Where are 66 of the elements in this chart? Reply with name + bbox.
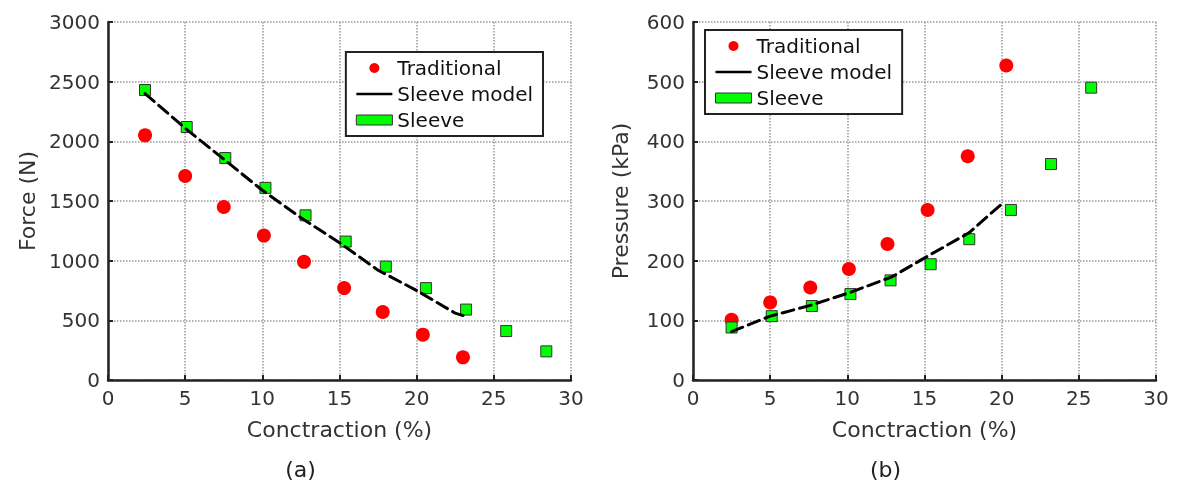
point: [500, 325, 513, 338]
x-tick-label: 25: [1066, 386, 1092, 410]
legend-label: Sleeve model: [756, 60, 893, 84]
x-tick-label: 15: [326, 386, 353, 410]
point: [1085, 81, 1098, 94]
point: [256, 228, 271, 243]
y-tick-label: 600: [646, 10, 685, 34]
y-tick-label: 400: [646, 129, 685, 154]
point: [924, 258, 937, 271]
point: [339, 235, 352, 248]
y-tick-label: 3000: [49, 10, 100, 34]
point: [880, 236, 895, 251]
point: [297, 254, 311, 269]
point: [1045, 158, 1058, 171]
y-tick-label: 100: [646, 308, 685, 333]
point: [540, 345, 553, 358]
x-tick-label: 5: [178, 386, 192, 410]
legend-label: Sleeve: [397, 108, 465, 132]
point: [960, 149, 975, 164]
y-tick-label: 1000: [49, 248, 100, 273]
point: [763, 295, 778, 310]
legend-label: Sleeve: [756, 86, 824, 110]
point: [415, 327, 430, 342]
point: [803, 280, 818, 295]
x-tick-label: 5: [763, 386, 777, 410]
x-tick-label: 20: [988, 386, 1015, 410]
point: [460, 303, 473, 316]
point: [920, 202, 935, 217]
legend-label: Traditional: [755, 34, 861, 58]
y-tick-label: 200: [646, 248, 685, 273]
y-tick-label: 300: [646, 189, 685, 213]
x-tick-label: 30: [558, 386, 584, 410]
x-tick-label: 30: [1143, 386, 1169, 410]
x-tick-label: 0: [686, 386, 700, 410]
point: [178, 168, 193, 183]
x-tick-label: 10: [834, 386, 861, 410]
point: [375, 304, 390, 319]
point: [216, 199, 231, 214]
text: (a): [285, 456, 316, 482]
x-tick-label: 15: [911, 386, 938, 410]
y-tick-label: 1500: [49, 189, 100, 213]
legend-label: Traditional: [396, 56, 502, 80]
x-tick-label: 10: [249, 386, 276, 410]
y-axis-title: Pressure (kPa): [607, 122, 633, 280]
x-axis-title: Conctraction (%): [246, 416, 433, 442]
point: [379, 260, 392, 273]
point: [419, 282, 432, 295]
point: [455, 350, 470, 365]
legend-label: Sleeve model: [397, 82, 534, 106]
x-tick-label: 20: [403, 386, 430, 410]
point: [1004, 203, 1017, 216]
point: [999, 58, 1014, 73]
x-tick-label: 0: [101, 386, 115, 410]
y-tick-label: 0: [87, 368, 100, 392]
y-tick-label: 500: [646, 69, 685, 94]
y-tick-label: 500: [61, 308, 100, 333]
x-tick-label: 25: [481, 386, 507, 410]
y-tick-label: 0: [672, 368, 685, 392]
point: [337, 281, 352, 296]
y-tick-label: 2000: [49, 129, 100, 154]
text: (b): [869, 456, 902, 482]
point: [841, 262, 856, 277]
y-tick-label: 2500: [49, 69, 100, 94]
y-axis-title: Force (N): [14, 150, 40, 252]
x-axis-title: Conctraction (%): [831, 416, 1018, 442]
point: [138, 128, 153, 143]
